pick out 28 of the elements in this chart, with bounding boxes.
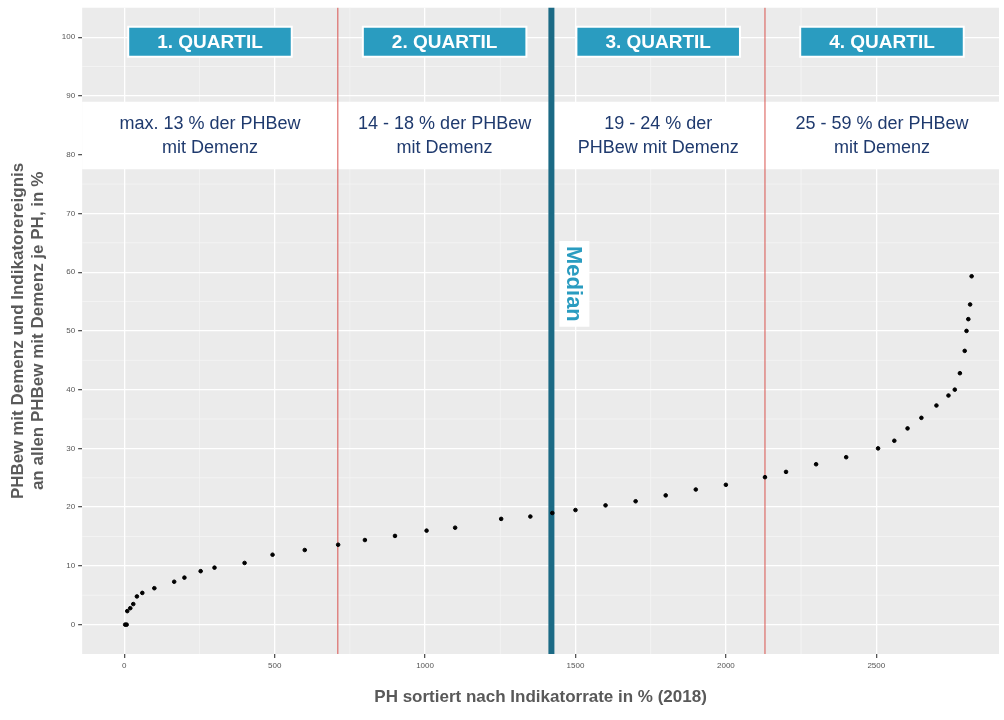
y-tick-label: 60 (66, 267, 76, 277)
y-tick-label: 10 (66, 561, 76, 571)
x-axis-title: PH sortiert nach Indikatorrate in % (2018) (374, 687, 707, 707)
annotation: 25 - 59 % der PHBew mit Demenz (795, 112, 970, 157)
x-tick-label: 1000 (416, 661, 435, 670)
y-tick-label: 80 (66, 149, 76, 159)
x-tick-label: 0 (122, 661, 128, 670)
annotation: 1. QUARTIL (157, 31, 264, 53)
y-tick-label: 100 (61, 32, 76, 42)
annotation: 4. QUARTIL (829, 31, 936, 53)
y-tick-label: 40 (66, 384, 76, 394)
y-tick-label: 90 (66, 91, 76, 101)
ref-line-label: Median (562, 246, 588, 322)
annotation: max. 13 % der PHBew mit Demenz (119, 112, 302, 157)
y-axis-title: PHBew mit Demenz und Indikatorereignis an allen PHBew mit Demenz je PH, in % (7, 162, 48, 500)
y-tick-label: 0 (70, 619, 76, 629)
x-tick-label: 1500 (566, 661, 585, 670)
y-tick-label: 70 (66, 208, 76, 218)
x-tick-label: 2000 (716, 661, 736, 670)
x-tick-label: 500 (267, 661, 282, 670)
y-tick-label: 30 (66, 443, 76, 453)
y-tick-label: 20 (66, 502, 76, 512)
x-tick-label: 2500 (867, 661, 886, 670)
annotation: 2. QUARTIL (391, 31, 498, 53)
annotation: 19 - 24 % der PHBew mit Demenz (577, 112, 739, 157)
y-tick-label: 50 (66, 326, 76, 336)
annotation: 3. QUARTIL (605, 31, 712, 53)
annotation: 14 - 18 % der PHBew mit Demenz (358, 112, 533, 157)
